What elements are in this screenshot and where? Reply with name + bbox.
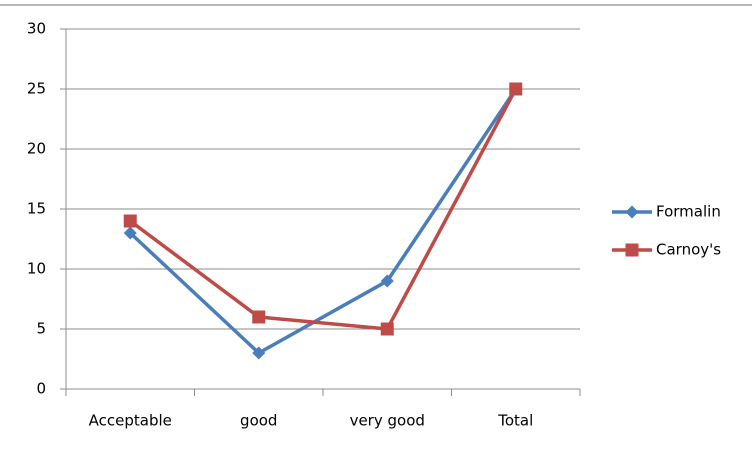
data-point (380, 322, 394, 336)
series-line (129, 88, 518, 355)
legend-label: Carnoy's (656, 241, 721, 259)
data-point (123, 226, 137, 240)
legend-marker (625, 243, 639, 257)
y-tick-label: 25 (27, 80, 46, 98)
x-tick-label: Acceptable (89, 412, 172, 430)
data-point (252, 310, 266, 324)
y-tick-label: 5 (36, 320, 46, 338)
y-tick-label: 20 (27, 140, 46, 158)
x-tick-label: very good (350, 412, 425, 430)
data-point (123, 214, 137, 228)
series-line (129, 88, 518, 331)
data-point (380, 274, 394, 288)
y-tick-label: 15 (27, 200, 46, 218)
x-tick-label: good (240, 412, 277, 430)
x-tick-label: Total (497, 412, 533, 430)
legend-marker (625, 205, 639, 219)
y-tick-label: 0 (36, 380, 46, 398)
data-point (252, 346, 266, 360)
y-tick-label: 10 (27, 260, 46, 278)
y-tick-label: 30 (27, 20, 46, 38)
legend-label: Formalin (656, 203, 721, 221)
data-point (509, 82, 523, 96)
